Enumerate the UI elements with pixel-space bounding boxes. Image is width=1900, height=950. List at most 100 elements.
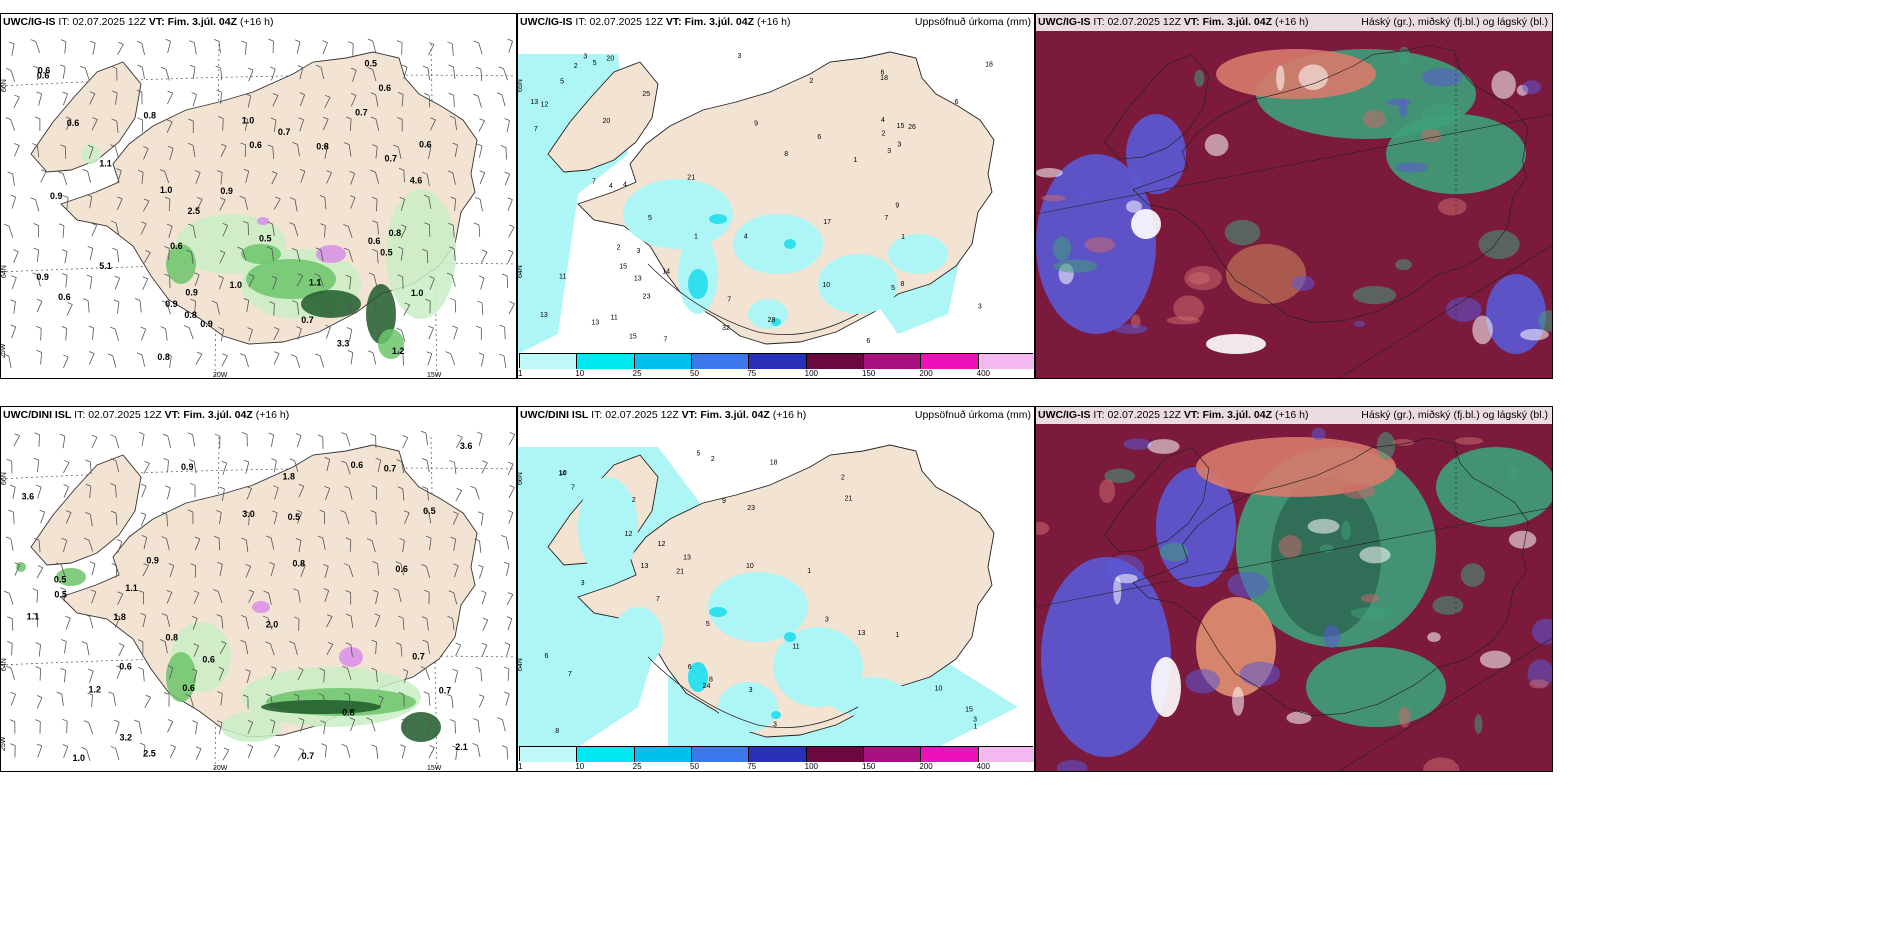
wind-barb-flag: [317, 535, 323, 539]
wind-barb-flag: [243, 297, 249, 301]
wind-barb: [324, 745, 327, 758]
wind-barb-flag: [215, 65, 221, 69]
wind-barb-flag: [240, 615, 247, 618]
wind-barb-flag: [10, 484, 16, 488]
wind-barb: [168, 226, 173, 238]
accum-value-label: 5: [560, 78, 564, 85]
wind-barb-flag: [500, 145, 507, 148]
wind-barb-flag: [113, 299, 120, 303]
wind-barb: [454, 721, 456, 734]
wind-barb-flag: [273, 351, 280, 354]
wind-barb-flag: [347, 350, 353, 353]
precip-value-label: 2.0: [266, 620, 279, 630]
precip-area-heavy: [784, 239, 796, 249]
wind-barb-flag: [402, 669, 409, 672]
wind-barb: [218, 41, 221, 54]
wind-barb-flag: [5, 536, 12, 540]
wind-barb: [274, 487, 279, 500]
wind-barb: [63, 589, 66, 602]
wind-barb: [192, 434, 196, 447]
wind-barb: [194, 274, 200, 287]
wind-barb: [477, 96, 482, 108]
wind-barb-flag: [162, 433, 168, 437]
wind-barb: [475, 488, 480, 500]
wind-barb-flag: [319, 668, 325, 671]
colorbar-tick-label: 100: [804, 762, 819, 771]
wind-barb: [37, 486, 42, 499]
wind-barb-flag: [91, 222, 97, 226]
precip-value-label: 0.7: [439, 685, 452, 695]
model-name: UWC/IG-IS: [520, 16, 573, 28]
wind-barb-flag: [81, 746, 87, 750]
wind-barb: [297, 328, 302, 341]
wind-barb: [92, 43, 96, 55]
wind-barb-flag: [143, 563, 149, 566]
wind-barb: [506, 644, 511, 657]
wind-barb: [219, 277, 224, 290]
wind-barb-flag: [112, 90, 118, 94]
wind-barb: [273, 353, 280, 365]
accum-value-label: 8: [900, 281, 904, 288]
panel-title-right: Háský (gr.), miðský (fj.bl.) og lágský (…: [1361, 409, 1548, 421]
cloud-patch: [1532, 618, 1552, 645]
accum-value-label: 7: [664, 337, 668, 344]
wind-barb: [194, 538, 201, 551]
wind-barb-flag: [245, 564, 251, 567]
wind-barb-flag: [161, 613, 167, 616]
wind-barb: [455, 490, 463, 502]
wind-barb: [89, 277, 93, 290]
wind-barb: [193, 645, 199, 657]
wind-barb: [142, 615, 147, 628]
wind-barb: [320, 67, 325, 80]
wind-barb-flag: [221, 460, 227, 464]
accum-value-label: 13: [591, 320, 599, 327]
wind-barb: [296, 302, 300, 315]
wind-barb: [220, 693, 223, 706]
precip-value-label: 0.6: [368, 236, 381, 246]
wind-barb: [169, 746, 176, 758]
wind-barb: [299, 94, 306, 107]
wind-barb: [91, 225, 98, 237]
wind-barb-flag: [428, 325, 434, 329]
lat-line: [1, 74, 516, 87]
wind-barb-flag: [191, 92, 197, 95]
wind-barb-flag: [372, 561, 378, 564]
wind-barb-flag: [378, 695, 384, 699]
wind-barb-flag: [267, 144, 273, 148]
wind-barb-flag: [373, 589, 379, 593]
wind-barb: [248, 513, 250, 526]
wind-barb-flag: [497, 717, 503, 720]
wind-barb: [11, 643, 13, 656]
wind-barb-flag: [247, 744, 253, 747]
wind-barb-flag: [36, 484, 42, 488]
wind-barb-flag: [446, 693, 452, 697]
wind-barb: [426, 488, 429, 501]
wind-barb-flag: [183, 325, 190, 329]
wind-barb: [426, 618, 429, 631]
wind-barb-flag: [61, 273, 68, 276]
wind-barb: [273, 329, 280, 341]
wind-barb-flag: [197, 197, 203, 200]
wind-barb-flag: [217, 170, 223, 173]
precip-value-label: 2.5: [187, 206, 200, 216]
wind-barb-flag: [245, 93, 251, 97]
wind-barb-flag: [452, 745, 458, 749]
wind-barb-flag: [138, 589, 144, 593]
wind-barb-flag: [14, 433, 20, 437]
wind-barb-flag: [457, 434, 463, 438]
cloud-patch: [1438, 198, 1467, 216]
wind-barb: [13, 512, 15, 525]
wind-barb: [479, 199, 483, 212]
wind-barb-flag: [190, 298, 196, 302]
wind-barb-flag: [345, 274, 352, 278]
wind-barb-flag: [371, 196, 378, 200]
panel-header: UWC/DINI ISL IT: 02.07.2025 12Z VT: Fim.…: [3, 409, 513, 422]
colorbar: 1 10 25 50 75 100 150 200 400: [518, 746, 1034, 771]
wind-barb-flag: [35, 642, 41, 646]
wind-barb: [195, 748, 202, 760]
wind-barb: [297, 144, 300, 157]
wind-barb: [221, 616, 224, 629]
precip-value-label: 0.9: [36, 272, 49, 282]
precip-area: [718, 682, 778, 732]
wind-barb: [453, 66, 456, 79]
